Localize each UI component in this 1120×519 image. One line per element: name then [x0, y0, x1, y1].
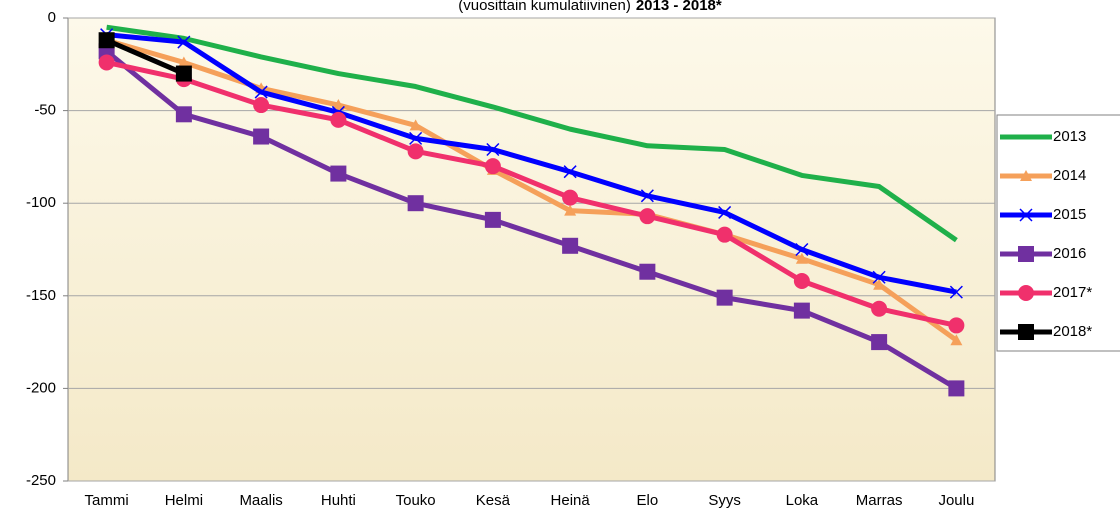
- legend-label: 2014: [1053, 167, 1086, 184]
- data-point: [949, 285, 963, 299]
- chart-subtitle: (vuosittain kumulatiivinen): [458, 0, 631, 14]
- legend-marker: [1018, 324, 1034, 340]
- x-tick-label: Tammi: [85, 492, 129, 509]
- legend-label: 2015: [1053, 206, 1086, 223]
- data-point: [484, 158, 501, 175]
- y-tick-label: -50: [34, 102, 56, 119]
- data-point: [716, 289, 733, 306]
- data-point: [795, 252, 808, 264]
- data-point: [409, 131, 423, 145]
- x-tick-label: Marras: [856, 492, 903, 509]
- x-tick-label: Syys: [708, 492, 741, 509]
- data-point: [639, 263, 656, 280]
- x-tick-label: Maalis: [239, 492, 282, 509]
- data-point: [407, 143, 424, 160]
- data-point: [950, 334, 963, 346]
- x-tick-label: Touko: [396, 492, 436, 509]
- x-tick-label: Elo: [637, 492, 659, 509]
- y-tick-label: -100: [26, 194, 56, 211]
- data-point: [98, 54, 115, 71]
- data-point: [254, 85, 268, 99]
- chart-title: (vuosittain kumulatiivinen) 2013 - 2018*: [458, 0, 722, 14]
- data-point: [871, 334, 888, 351]
- legend-label: 2017*: [1053, 284, 1092, 301]
- series-line: [106, 60, 957, 328]
- data-point: [332, 99, 345, 111]
- data-point: [718, 205, 732, 219]
- chart-title-years: 2013 - 2018*: [636, 0, 722, 14]
- y-tick-label: -250: [26, 472, 56, 489]
- data-point: [177, 35, 191, 49]
- data-point: [640, 189, 654, 203]
- data-point: [793, 302, 810, 319]
- series-line: [105, 49, 958, 391]
- x-tick-label: Joulu: [938, 492, 974, 509]
- x-tick-label: Kesä: [476, 492, 511, 509]
- data-point: [484, 211, 501, 228]
- data-point: [253, 128, 270, 145]
- series-line: [106, 24, 958, 243]
- legend: [996, 114, 1120, 352]
- legend-label: 2018*: [1053, 323, 1092, 340]
- y-tick-label: -200: [26, 379, 56, 396]
- data-point: [175, 65, 192, 82]
- data-point: [871, 300, 888, 317]
- series-line: [105, 37, 185, 76]
- x-tick-label: Helmi: [165, 492, 203, 509]
- data-point: [564, 204, 577, 216]
- data-point: [948, 380, 965, 397]
- legend-marker: [1018, 285, 1034, 301]
- x-tick-label: Heinä: [551, 492, 591, 509]
- data-point: [793, 272, 810, 289]
- x-tick-label: Loka: [786, 492, 819, 509]
- data-point: [253, 97, 270, 114]
- data-point: [948, 317, 965, 334]
- data-point: [563, 165, 577, 179]
- data-point: [562, 237, 579, 254]
- data-point: [407, 195, 424, 212]
- data-point: [177, 56, 190, 68]
- legend-marker: [1020, 170, 1032, 181]
- data-point: [873, 278, 886, 290]
- data-point: [639, 208, 656, 225]
- data-point: [409, 119, 422, 131]
- data-point: [872, 270, 886, 284]
- data-point: [716, 226, 733, 243]
- data-point: [98, 32, 115, 49]
- plot-area: [67, 17, 996, 482]
- legend-marker: [1018, 246, 1034, 262]
- legend-label: 2013: [1053, 128, 1086, 145]
- data-point: [330, 111, 347, 128]
- legend-label: 2016: [1053, 245, 1086, 262]
- data-point: [486, 142, 500, 157]
- y-tick-label: 0: [48, 9, 56, 26]
- data-point: [330, 165, 347, 182]
- y-tick-label: -150: [26, 287, 56, 304]
- x-tick-label: Huhti: [321, 492, 356, 509]
- data-point: [795, 242, 809, 257]
- series-line: [106, 32, 957, 295]
- legend-marker: [1019, 208, 1033, 222]
- data-point: [562, 189, 579, 206]
- data-point: [175, 106, 192, 123]
